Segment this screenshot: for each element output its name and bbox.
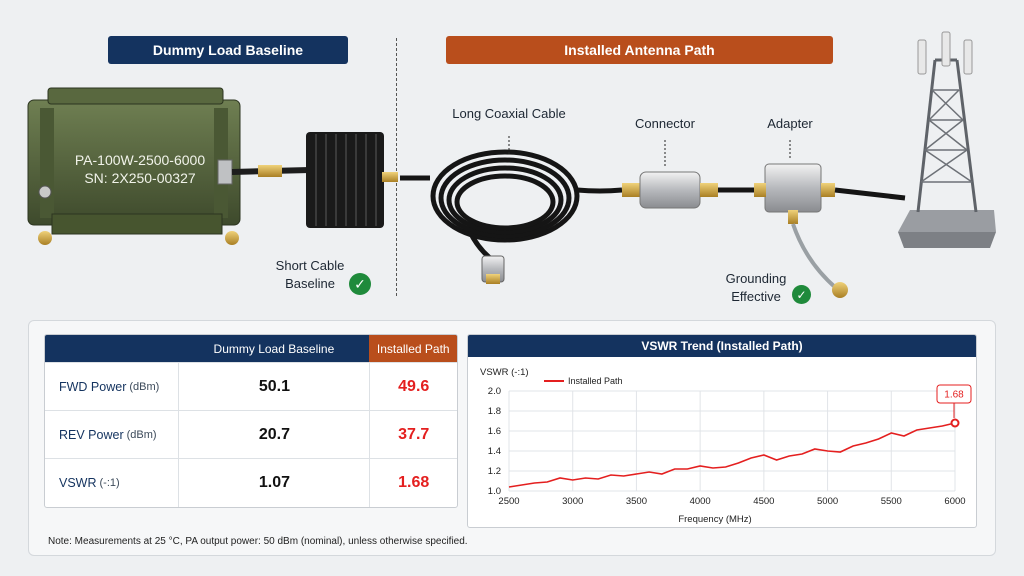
adapter-label: Adapter — [767, 116, 813, 131]
installed-value: 1.68 — [369, 459, 457, 507]
x-tick-label: 3000 — [562, 496, 583, 507]
y-tick-label: 1.8 — [488, 406, 501, 417]
row-label-text: FWD Power — [59, 379, 127, 394]
x-tick-label: 2500 — [498, 496, 519, 507]
short-cable-check-icon: ✓ — [349, 273, 371, 295]
x-tick-label: 6000 — [944, 496, 965, 507]
grounding-check-icon: ✓ — [792, 285, 811, 304]
coax-end-connector — [481, 255, 505, 284]
x-tick-label: 4500 — [753, 496, 774, 507]
y-tick-label: 1.6 — [488, 426, 501, 437]
dummy-load-heatsink — [306, 132, 398, 228]
baseline-value: 1.07 — [178, 459, 369, 507]
installed-value: 49.6 — [369, 363, 457, 410]
grounding-lug — [832, 282, 848, 298]
table-header-baseline: Dummy Load Baseline — [213, 341, 335, 356]
y-tick-label: 1.0 — [488, 486, 501, 497]
adapter-block — [754, 163, 835, 224]
installed-antenna-path-banner: Installed Antenna Path — [446, 36, 833, 64]
table-row: REV Power (dBm) 20.7 37.7 — [45, 411, 457, 459]
rf-path-diagram — [27, 31, 996, 298]
x-tick-label: 5500 — [881, 496, 902, 507]
long-coaxial-cable — [400, 149, 623, 260]
baseline-value: 50.1 — [178, 363, 369, 410]
row-label: VSWR (-:1) — [45, 459, 178, 507]
row-label: REV Power (dBm) — [45, 411, 178, 458]
effective-label: Effective — [731, 289, 781, 304]
grounding-label: Grounding — [725, 271, 787, 286]
long-coaxial-cable-label: Long Coaxial Cable — [452, 106, 566, 121]
x-tick-label: 4000 — [690, 496, 711, 507]
y-tick-label: 2.0 — [488, 386, 501, 397]
table-header-row: Dummy Load Baseline Installed Path — [45, 335, 457, 363]
section-divider — [396, 38, 397, 296]
table-header-blank — [45, 335, 178, 362]
inline-connector — [622, 171, 718, 209]
series-end-marker — [950, 418, 960, 428]
pa-model-label: PA-100W-2500-6000 — [74, 152, 206, 168]
vswr-chart: VSWR (-:1) Installed Path 1.0 1.2 1.4 1.6 1.… — [480, 367, 972, 525]
row-unit: (-:1) — [99, 477, 120, 489]
baseline-value: 20.7 — [178, 411, 369, 458]
legend-label: Installed Path — [568, 376, 623, 386]
chart-y-label: VSWR (-:1) — [480, 367, 529, 378]
short-cable-connector — [258, 165, 282, 177]
baseline-label: Baseline — [285, 276, 335, 291]
x-tick-label: 3500 — [626, 496, 647, 507]
tower-feed-cable — [834, 187, 906, 201]
y-tick-label: 1.4 — [488, 446, 501, 457]
row-label: FWD Power (dBm) — [45, 363, 178, 410]
annotation-label: 1.68 — [944, 390, 964, 401]
connector-label: Connector — [635, 116, 695, 131]
table-row: VSWR (-:1) 1.07 1.68 — [45, 459, 457, 507]
measurement-note: Note: Measurements at 25 °C, PA output p… — [48, 536, 468, 547]
measurement-table: Dummy Load Baseline Installed Path FWD P… — [44, 334, 458, 508]
row-label-text: REV Power — [59, 427, 124, 442]
table-header-installed: Installed Path — [369, 335, 457, 362]
installed-value: 37.7 — [369, 411, 457, 458]
series-line-installed-path — [508, 422, 956, 488]
y-tick-label: 1.2 — [488, 466, 501, 477]
row-unit: (dBm) — [129, 380, 160, 393]
dummy-load-baseline-banner: Dummy Load Baseline — [108, 36, 348, 64]
chart-title: VSWR Trend (Installed Path) — [468, 335, 976, 357]
vswr-chart-card: VSWR Trend (Installed Path) VSWR (-:1) I… — [467, 334, 977, 528]
row-label-text: VSWR — [59, 476, 97, 490]
chart-x-label: Frequency (MHz) — [678, 514, 751, 525]
grounding-wire — [791, 223, 838, 290]
antenna-tower — [898, 31, 996, 248]
row-unit: (dBm) — [126, 428, 157, 441]
x-tick-label: 5000 — [817, 496, 838, 507]
table-row: FWD Power (dBm) 50.1 49.6 — [45, 363, 457, 411]
short-cable-label: Short Cable — [275, 258, 345, 273]
power-amplifier-unit — [27, 87, 241, 245]
pa-serial-label: SN: 2X250-00327 — [84, 170, 196, 186]
